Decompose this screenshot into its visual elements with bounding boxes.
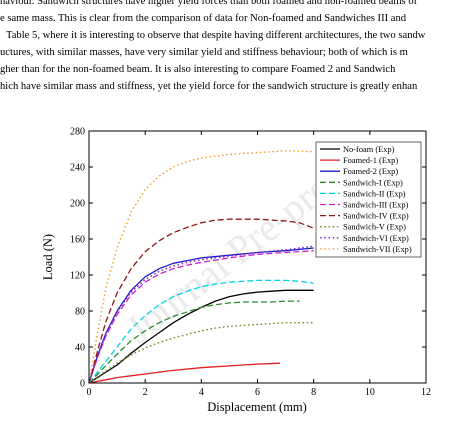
legend-label-6: Sandwich-III (Exp): [343, 201, 409, 210]
y-tick-label: 80: [75, 307, 85, 318]
paragraph-line: e same mass. This is clear from the comp…: [0, 13, 407, 24]
x-tick-label: 4: [199, 387, 204, 398]
paragraph-line: Table 5, where it is interesting to obse…: [6, 30, 426, 41]
y-tick-label: 40: [75, 343, 85, 354]
legend-label-7: Sandwich-IV (Exp): [343, 212, 409, 221]
series-line-6: [88, 250, 314, 384]
y-tick-label: 280: [70, 127, 85, 138]
x-tick-label: 0: [87, 387, 92, 398]
legend-label-9: Sandwich-VI (Exp): [343, 234, 409, 243]
x-tick-label: 12: [421, 387, 431, 398]
paragraph-line: gher than for the non-foamed beam. It is…: [0, 64, 396, 75]
legend-label-10: Sandwich-VII (Exp): [343, 245, 412, 254]
x-tick-label: 8: [311, 387, 316, 398]
series-line-7: [88, 218, 314, 384]
paragraph-line: haviour. Sandwich structures have higher…: [0, 0, 418, 7]
y-tick-label: 0: [80, 379, 85, 390]
series-line-8: [88, 322, 314, 384]
y-axis-label: Load (N): [41, 234, 55, 280]
y-tick-label: 160: [70, 235, 85, 246]
legend-label-1: No-foam (Exp): [343, 145, 395, 154]
x-tick-label: 2: [143, 387, 148, 398]
series-line-4: [88, 300, 300, 384]
series-layer: [88, 150, 314, 384]
series-line-5: [88, 279, 314, 384]
paragraph-line: hich have similar mass and stiffness, ye…: [0, 81, 418, 92]
series-line-2: [88, 362, 281, 384]
legend-label-3: Foamed-2 (Exp): [343, 167, 398, 176]
legend-label-5: Sandwich-II (Exp): [343, 189, 406, 198]
x-tick-label: 10: [365, 387, 375, 398]
y-tick-label: 120: [70, 271, 85, 282]
legend: No-foam (Exp) Foamed-1 (Exp) Foamed-2 (Exp…: [315, 141, 422, 258]
legend-label-8: Sandwich-V (Exp): [343, 223, 406, 232]
legend-label-4: Sandwich-I (Exp): [343, 178, 403, 187]
y-tick-label: 200: [70, 199, 85, 210]
y-tick-label: 240: [70, 163, 85, 174]
x-tick-label: 6: [255, 387, 260, 398]
x-axis-label: Displacement (mm): [207, 400, 307, 414]
series-line-9: [88, 245, 314, 384]
paragraph-line: uctures, with similar masses, have very …: [0, 47, 408, 58]
load-displacement-chart: Journal Pre-proof 0 2 4 6 8 10 120408012016020…: [41, 127, 431, 415]
legend-label-2: Foamed-1 (Exp): [343, 156, 398, 165]
